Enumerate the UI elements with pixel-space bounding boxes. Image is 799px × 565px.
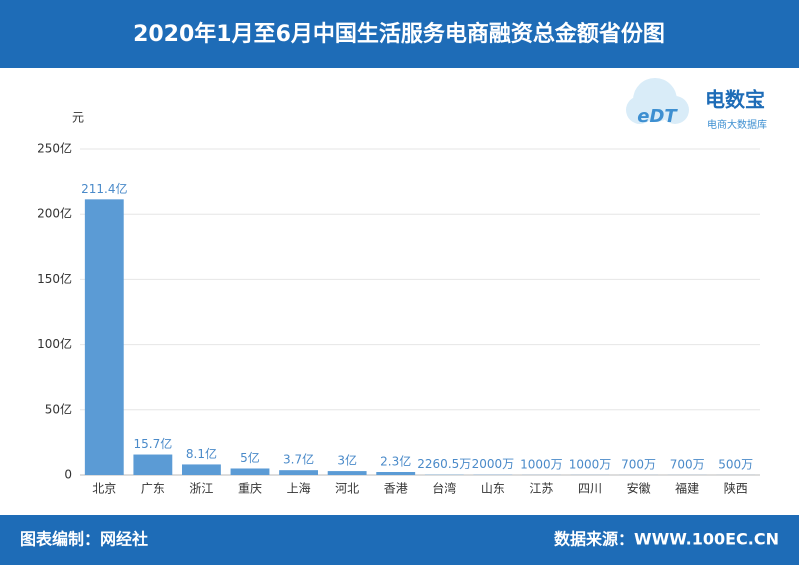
footer-right: 数据来源：WWW.100EC.CN: [554, 530, 779, 549]
bar: [84, 199, 124, 475]
y-tick-label: 150亿: [37, 271, 72, 286]
data-label: 8.1亿: [186, 446, 217, 461]
bar: [133, 454, 173, 475]
data-label: 2000万: [472, 457, 515, 471]
data-label: 2260.5万: [417, 457, 471, 471]
x-tick-label: 福建: [675, 481, 699, 496]
x-tick-label: 四川: [578, 482, 602, 496]
bar: [230, 468, 270, 475]
y-tick-label: 200亿: [37, 206, 72, 221]
logo-subtitle: 电商大数据库: [707, 118, 767, 131]
x-tick-label: 台湾: [432, 481, 456, 496]
y-tick-label: 250亿: [37, 141, 72, 156]
x-tick-label: 重庆: [238, 482, 262, 496]
logo-mark: eDT: [637, 106, 678, 127]
data-label: 1000万: [569, 457, 612, 471]
x-tick-label: 河北: [335, 482, 359, 496]
footer-left: 图表编制：网经社: [20, 530, 148, 549]
y-tick-label: 100亿: [37, 336, 72, 351]
bar: [279, 470, 318, 475]
x-tick-label: 香港: [384, 482, 408, 496]
data-label: 1000万: [520, 457, 563, 471]
data-label: 3亿: [337, 453, 357, 468]
x-tick-label: 广东: [141, 482, 165, 496]
logo-cloud: [626, 96, 654, 124]
x-tick-label: 浙江: [189, 482, 213, 496]
data-label: 700万: [621, 457, 656, 471]
x-tick-label: 陕西: [724, 481, 748, 496]
header-band: [0, 0, 799, 68]
y-tick-label: 50亿: [45, 401, 72, 416]
bar: [327, 471, 367, 475]
chart-title: 2020年1月至6月中国生活服务电商融资总金额省份图: [133, 21, 665, 47]
data-label: 211.4亿: [81, 181, 127, 196]
logo-name: 电数宝: [705, 88, 765, 112]
data-label: 5亿: [240, 450, 260, 465]
bar: [182, 464, 221, 475]
logo-cloud: [661, 96, 689, 124]
y-axis-label: 元: [72, 111, 84, 125]
x-tick-label: 江苏: [529, 482, 553, 496]
data-label: 500万: [718, 457, 753, 471]
logo: eDT 电数宝 电商大数据库: [626, 78, 767, 131]
data-label: 700万: [670, 457, 705, 471]
x-tick-label: 安徽: [627, 481, 651, 496]
x-tick-label: 北京: [92, 482, 116, 496]
footer-band: [0, 515, 799, 565]
x-tick-label: 山东: [481, 482, 505, 496]
bar: [376, 472, 416, 475]
x-tick-label: 上海: [287, 481, 311, 496]
y-tick-label: 0: [64, 468, 72, 482]
data-label: 3.7亿: [283, 452, 314, 467]
data-label: 15.7亿: [133, 436, 172, 451]
data-label: 2.3亿: [380, 454, 411, 469]
